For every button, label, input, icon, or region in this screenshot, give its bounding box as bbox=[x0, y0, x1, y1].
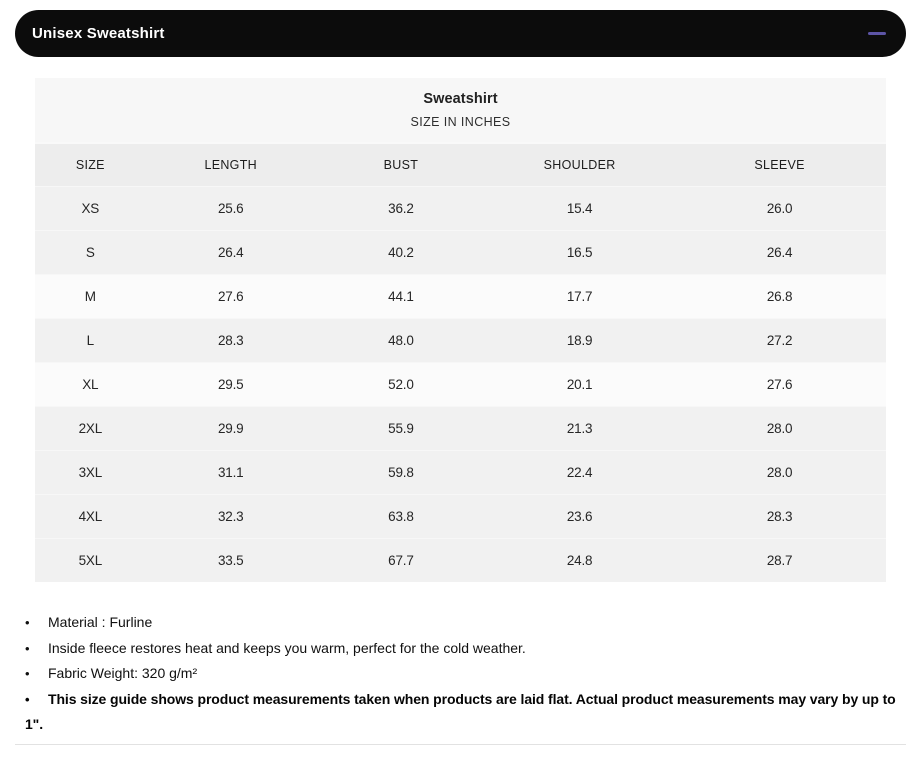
table-row: 2XL 29.9 55.9 21.3 28.0 bbox=[35, 406, 886, 450]
list-item: • Material : Furline bbox=[25, 610, 904, 636]
cell-length: 28.3 bbox=[217, 333, 244, 348]
column-header-shoulder: SHOULDER bbox=[543, 158, 616, 172]
cell-shoulder: 17.7 bbox=[566, 289, 593, 304]
table-body: XS 25.6 36.2 15.4 26.0 S 26.4 40.2 16.5 … bbox=[35, 186, 886, 582]
cell-sleeve: 27.2 bbox=[766, 333, 793, 348]
table-row: XL 29.5 52.0 20.1 27.6 bbox=[35, 362, 886, 406]
product-notes-list: • Material : Furline • Inside fleece resto… bbox=[15, 610, 906, 747]
cell-sleeve: 27.6 bbox=[766, 377, 793, 392]
cell-shoulder: 15.4 bbox=[566, 201, 593, 216]
cell-sleeve: 28.0 bbox=[766, 465, 793, 480]
section-title: Unisex Sweatshirt bbox=[32, 25, 165, 42]
accordion-header[interactable]: Unisex Sweatshirt bbox=[15, 10, 906, 57]
cell-sleeve: 28.3 bbox=[766, 509, 793, 524]
table-subtitle: SIZE IN INCHES bbox=[410, 115, 511, 129]
column-header-length: LENGTH bbox=[204, 158, 257, 172]
cell-bust: 40.2 bbox=[388, 245, 414, 260]
table-row: M 27.6 44.1 17.7 26.8 bbox=[35, 274, 886, 318]
cell-size: L bbox=[86, 333, 95, 348]
table-row: S 26.4 40.2 16.5 26.4 bbox=[35, 230, 886, 274]
cell-sleeve: 28.7 bbox=[766, 553, 793, 568]
cell-size: 5XL bbox=[78, 553, 103, 568]
cell-size: 4XL bbox=[78, 509, 103, 524]
cell-length: 29.5 bbox=[217, 377, 244, 392]
note-text: Fabric Weight: 320 g/m² bbox=[48, 665, 198, 681]
cell-size: S bbox=[85, 245, 95, 260]
collapse-minus-icon[interactable] bbox=[868, 32, 886, 35]
table-row: XS 25.6 36.2 15.4 26.0 bbox=[35, 186, 886, 230]
cell-sleeve: 26.8 bbox=[766, 289, 793, 304]
cell-length: 25.6 bbox=[217, 201, 244, 216]
column-header-size: SIZE bbox=[75, 158, 105, 172]
cell-size: 2XL bbox=[78, 421, 103, 436]
cell-size: XS bbox=[81, 201, 100, 216]
size-chart-table: Sweatshirt SIZE IN INCHES SIZE LENGTH BU… bbox=[35, 78, 886, 582]
cell-bust: 44.1 bbox=[388, 289, 414, 304]
bullet-icon: • bbox=[25, 666, 30, 681]
cell-size: XL bbox=[82, 377, 99, 392]
cell-sleeve: 26.0 bbox=[766, 201, 793, 216]
table-row: 5XL 33.5 67.7 24.8 28.7 bbox=[35, 538, 886, 582]
list-item: • This size guide shows product measureme… bbox=[25, 687, 904, 737]
size-guide-panel: Sweatshirt SIZE IN INCHES SIZE LENGTH BU… bbox=[15, 57, 906, 745]
cell-shoulder: 16.5 bbox=[566, 245, 593, 260]
cell-bust: 52.0 bbox=[388, 377, 414, 392]
table-title: Sweatshirt bbox=[423, 91, 498, 107]
cell-sleeve: 28.0 bbox=[766, 421, 793, 436]
cell-length: 26.4 bbox=[217, 245, 244, 260]
cell-shoulder: 20.1 bbox=[566, 377, 593, 392]
cell-size: M bbox=[84, 289, 96, 304]
table-row: 3XL 31.1 59.8 22.4 28.0 bbox=[35, 450, 886, 494]
cell-shoulder: 21.3 bbox=[566, 421, 593, 436]
table-caption: Sweatshirt SIZE IN INCHES bbox=[35, 78, 886, 142]
cell-bust: 67.7 bbox=[388, 553, 414, 568]
note-text: This size guide shows product measuremen… bbox=[25, 690, 896, 733]
cell-length: 33.5 bbox=[217, 553, 244, 568]
cell-shoulder: 24.8 bbox=[566, 553, 593, 568]
bullet-icon: • bbox=[25, 615, 30, 630]
table-header-row: SIZE LENGTH BUST SHOULDER SLEEVE bbox=[35, 142, 886, 186]
cell-bust: 55.9 bbox=[388, 421, 414, 436]
bullet-icon: • bbox=[25, 640, 30, 656]
cell-length: 29.9 bbox=[217, 421, 244, 436]
cell-bust: 36.2 bbox=[388, 201, 414, 216]
cell-length: 27.6 bbox=[217, 289, 244, 304]
column-header-bust: BUST bbox=[383, 158, 419, 172]
list-item: • Inside fleece restores heat and keeps y… bbox=[25, 636, 904, 662]
cell-bust: 48.0 bbox=[388, 333, 414, 348]
column-header-sleeve: SLEEVE bbox=[754, 158, 805, 172]
cell-bust: 59.8 bbox=[388, 465, 414, 480]
cell-shoulder: 23.6 bbox=[566, 509, 593, 524]
cell-size: 3XL bbox=[78, 465, 103, 480]
cell-sleeve: 26.4 bbox=[766, 245, 793, 260]
cell-length: 32.3 bbox=[217, 509, 244, 524]
table-row: 4XL 32.3 63.8 23.6 28.3 bbox=[35, 494, 886, 538]
cell-shoulder: 22.4 bbox=[566, 465, 593, 480]
cell-bust: 63.8 bbox=[388, 509, 414, 524]
bullet-icon: • bbox=[25, 691, 30, 707]
list-item: • Fabric Weight: 320 g/m² bbox=[25, 661, 904, 687]
note-text: Material : Furline bbox=[48, 614, 153, 630]
cell-shoulder: 18.9 bbox=[566, 333, 593, 348]
table-row: L 28.3 48.0 18.9 27.2 bbox=[35, 318, 886, 362]
note-text: Inside fleece restores heat and keeps yo… bbox=[48, 639, 526, 656]
cell-length: 31.1 bbox=[217, 465, 244, 480]
